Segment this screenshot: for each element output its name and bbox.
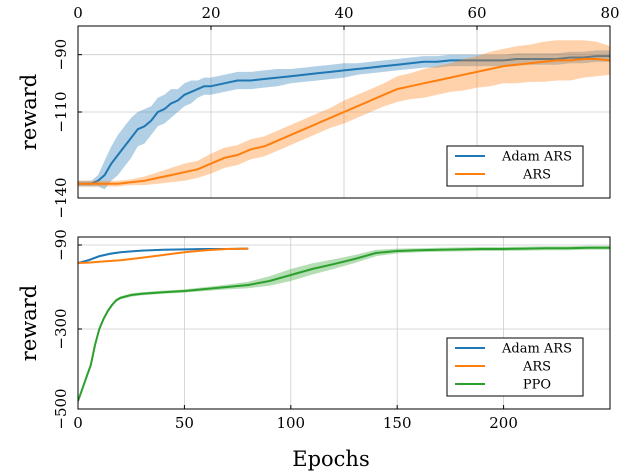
x-tick-label: 150	[383, 414, 412, 432]
y-axis-label: reward	[17, 285, 41, 361]
y-tick-label: −110	[52, 91, 70, 132]
y-axis-label: reward	[17, 74, 41, 150]
series-ars	[78, 40, 610, 187]
legend-entry: ARS	[522, 168, 551, 183]
x-tick-label: 200	[489, 414, 518, 432]
legend: Adam ARS ARS PPO	[446, 337, 584, 397]
series-ars	[78, 247, 249, 264]
legend-entry: ARS	[522, 360, 551, 375]
legend-entry: Adam ARS	[501, 150, 572, 165]
x-tick-label: 50	[175, 414, 194, 432]
y-tick-label: −140	[52, 177, 70, 218]
x-axis-label: Epochs	[292, 447, 369, 471]
legend: Adam ARS ARS	[446, 145, 584, 187]
confidence-band	[78, 40, 610, 187]
x-tick-label: 100	[276, 414, 305, 432]
legend-entry: PPO	[523, 378, 551, 393]
y-tick-label: −90	[52, 229, 70, 261]
confidence-band	[78, 50, 610, 190]
x-tick-label: 40	[334, 4, 353, 22]
y-tick-label: −500	[52, 388, 70, 429]
x-tick-label: 60	[467, 4, 486, 22]
series-line	[78, 246, 610, 402]
series-ppo	[78, 245, 610, 403]
bottom-panel: 0 50 100 150 200 −500 −300 −90 reward Adam ARS ARS…	[17, 229, 611, 432]
series-line	[78, 58, 610, 185]
x-tick-label: 0	[73, 414, 83, 432]
series-adam-ars	[78, 50, 610, 190]
x-tick-label: 20	[201, 4, 220, 22]
legend-entry: Adam ARS	[501, 342, 572, 357]
y-tick-label: −90	[52, 39, 70, 71]
x-tick-label: 80	[600, 4, 619, 22]
series-line	[78, 55, 610, 185]
x-tick-label: 0	[73, 4, 83, 22]
series-line	[78, 247, 249, 264]
y-tick-label: −300	[52, 308, 70, 349]
top-panel: 0 20 40 60 80 −140 −110 −90 reward Adam ARS ARS	[17, 4, 620, 219]
axes-frame	[77, 236, 611, 410]
